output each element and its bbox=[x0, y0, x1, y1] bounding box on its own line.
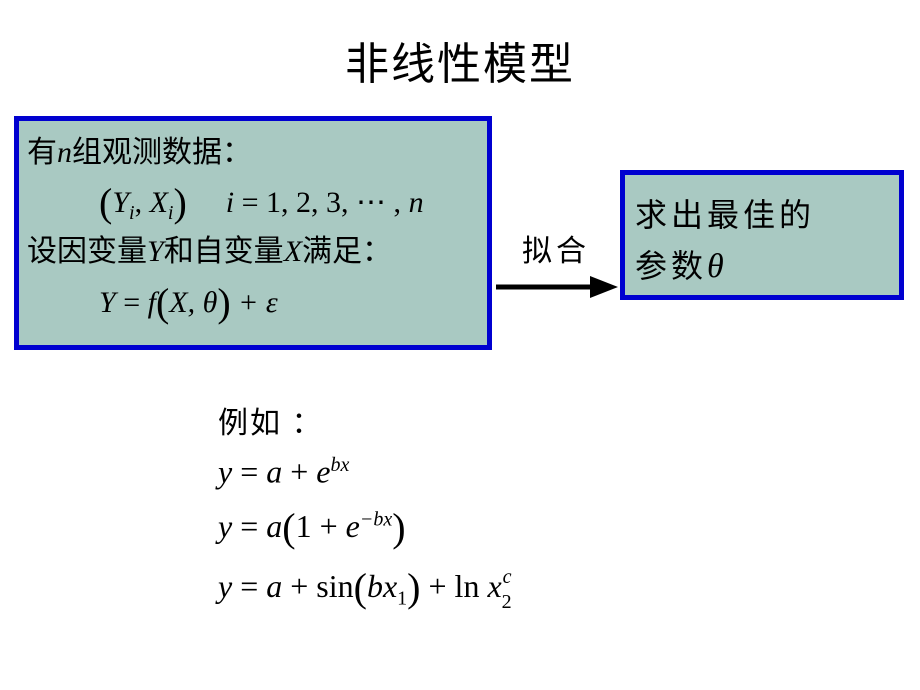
paren-close1: ) bbox=[173, 180, 186, 225]
right-theta: θ bbox=[707, 248, 724, 285]
model-eps: + ε bbox=[231, 286, 278, 319]
example-eq-2: y = a(1 + e−bx) bbox=[218, 506, 521, 550]
idx-eq: = 1, 2, 3, ⋯ , bbox=[234, 186, 408, 219]
pair-comma: , bbox=[135, 186, 150, 219]
eq3-a: a bbox=[266, 568, 282, 604]
pair-Y: Y bbox=[112, 186, 129, 219]
eq3-bx1: bx bbox=[367, 568, 397, 604]
model-close: ) bbox=[217, 280, 230, 325]
arrow-label: 拟合 bbox=[494, 226, 618, 270]
l3-suffix: 满足： bbox=[302, 235, 392, 268]
idx-i: i bbox=[226, 186, 234, 219]
eq2-close: ) bbox=[392, 505, 405, 550]
eq2-open: ( bbox=[282, 505, 295, 550]
eq1-y: y bbox=[218, 454, 232, 490]
left-formula-pair: (Yi, Xi) i = 1, 2, 3, ⋯ , n bbox=[27, 175, 479, 230]
l1-n: n bbox=[57, 131, 72, 175]
right-line2-prefix: 参数 bbox=[635, 248, 707, 284]
model-open: ( bbox=[156, 280, 169, 325]
model-eq: = bbox=[116, 286, 148, 319]
eq2-one: 1 + bbox=[296, 508, 346, 544]
l1-prefix: 有 bbox=[27, 131, 57, 175]
l3-X: X bbox=[284, 235, 302, 268]
eq2-exp: −bx bbox=[360, 508, 392, 530]
eq3-ln: + ln bbox=[421, 568, 488, 604]
eq3-close: ) bbox=[407, 565, 420, 610]
eq1-a: a bbox=[266, 454, 282, 490]
eq1-plus: + bbox=[282, 454, 316, 490]
l3-Y: Y bbox=[147, 235, 164, 268]
page-title: 非线性模型 bbox=[0, 0, 920, 92]
eq3-open: ( bbox=[354, 565, 367, 610]
eq2-y: y bbox=[218, 508, 232, 544]
l3-mid: 和自变量 bbox=[164, 235, 284, 268]
eq3-eq: = bbox=[232, 568, 266, 604]
arrow-icon bbox=[494, 272, 618, 302]
model-f: f bbox=[148, 286, 156, 319]
pair-X: X bbox=[150, 186, 168, 219]
left-model-equation: Y = f(X, θ) + ε bbox=[27, 273, 479, 326]
examples-label: 例如 ： bbox=[218, 398, 521, 442]
eq1-eq: = bbox=[232, 454, 266, 490]
left-line1: 有n组观测数据： bbox=[27, 131, 479, 175]
paren-open1: ( bbox=[99, 180, 112, 225]
idx-n: n bbox=[409, 186, 424, 219]
eq3-sin: + sin bbox=[282, 568, 353, 604]
model-args: X, θ bbox=[169, 286, 217, 319]
example-eq-1: y = a + ebx bbox=[218, 454, 521, 490]
eq3-supc: c bbox=[503, 566, 512, 588]
right-box: 求出最佳的 参数θ bbox=[620, 170, 904, 300]
eq3-x2: x bbox=[487, 568, 501, 604]
left-line3: 设因变量Y和自变量X满足： bbox=[27, 230, 479, 274]
eq2-eq: = bbox=[232, 508, 266, 544]
eq3-sub1: 1 bbox=[397, 587, 407, 609]
eq1-e: e bbox=[316, 454, 330, 490]
diagram-area: 有n组观测数据： (Yi, Xi) i = 1, 2, 3, ⋯ , n 设因变… bbox=[0, 116, 920, 376]
l3-prefix: 设因变量 bbox=[27, 235, 147, 268]
model-Y: Y bbox=[99, 286, 116, 319]
eq1-exp: bx bbox=[331, 454, 350, 476]
examples-block: 例如 ： y = a + ebx y = a(1 + e−bx) y = a +… bbox=[218, 398, 521, 626]
right-line1: 求出最佳的 bbox=[635, 191, 889, 241]
example-eq-3: y = a + sin(bx1) + ln x2 c bbox=[218, 566, 521, 610]
right-line2: 参数θ bbox=[635, 241, 889, 294]
eq3-y: y bbox=[218, 568, 232, 604]
eq2-e: e bbox=[346, 508, 360, 544]
left-box: 有n组观测数据： (Yi, Xi) i = 1, 2, 3, ⋯ , n 设因变… bbox=[14, 116, 492, 350]
eq2-a: a bbox=[266, 508, 282, 544]
eq3-sub2: 2 bbox=[502, 591, 512, 613]
l1-suffix: 组观测数据： bbox=[72, 131, 252, 175]
arrow-group: 拟合 bbox=[494, 226, 618, 302]
